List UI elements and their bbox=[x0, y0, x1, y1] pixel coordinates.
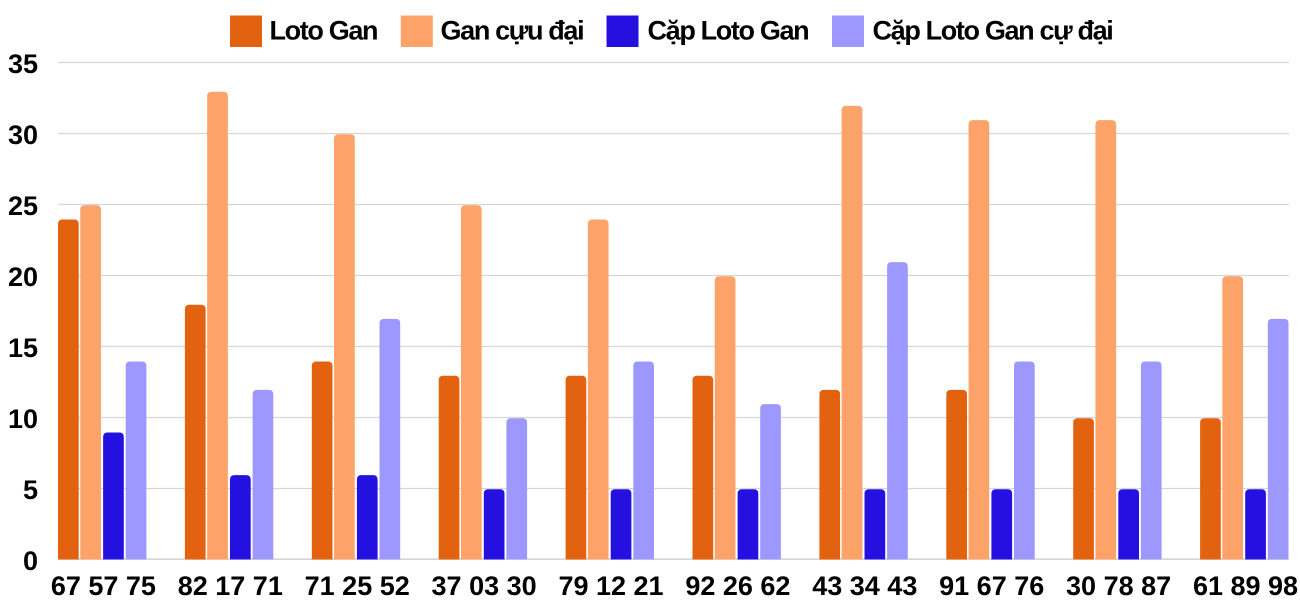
svg-text:67 57 75: 67 57 75 bbox=[51, 571, 156, 600]
svg-text:92 26 62: 92 26 62 bbox=[685, 571, 790, 600]
svg-text:Gan cựu đại: Gan cựu đại bbox=[441, 15, 584, 45]
svg-text:91 67 76: 91 67 76 bbox=[939, 571, 1044, 600]
svg-text:82 17 71: 82 17 71 bbox=[178, 571, 283, 600]
svg-text:5: 5 bbox=[23, 475, 38, 505]
svg-text:79 12 21: 79 12 21 bbox=[558, 571, 663, 600]
svg-text:15: 15 bbox=[8, 333, 38, 363]
svg-text:35: 35 bbox=[8, 49, 38, 79]
svg-text:Cặp Loto Gan: Cặp Loto Gan bbox=[648, 15, 809, 45]
svg-text:37 03 30: 37 03 30 bbox=[432, 571, 537, 600]
svg-text:Cặp Loto Gan cự đại: Cặp Loto Gan cự đại bbox=[873, 15, 1113, 45]
svg-text:30 78 87: 30 78 87 bbox=[1066, 571, 1171, 600]
svg-text:25: 25 bbox=[8, 191, 38, 221]
svg-text:20: 20 bbox=[8, 262, 38, 292]
svg-text:Loto Gan: Loto Gan bbox=[270, 15, 378, 45]
svg-text:71 25 52: 71 25 52 bbox=[305, 571, 410, 600]
svg-text:43 34 43: 43 34 43 bbox=[812, 571, 917, 600]
svg-text:10: 10 bbox=[8, 404, 38, 434]
svg-text:30: 30 bbox=[8, 120, 38, 150]
svg-text:0: 0 bbox=[23, 546, 38, 576]
svg-text:61 89 98: 61 89 98 bbox=[1193, 571, 1298, 600]
